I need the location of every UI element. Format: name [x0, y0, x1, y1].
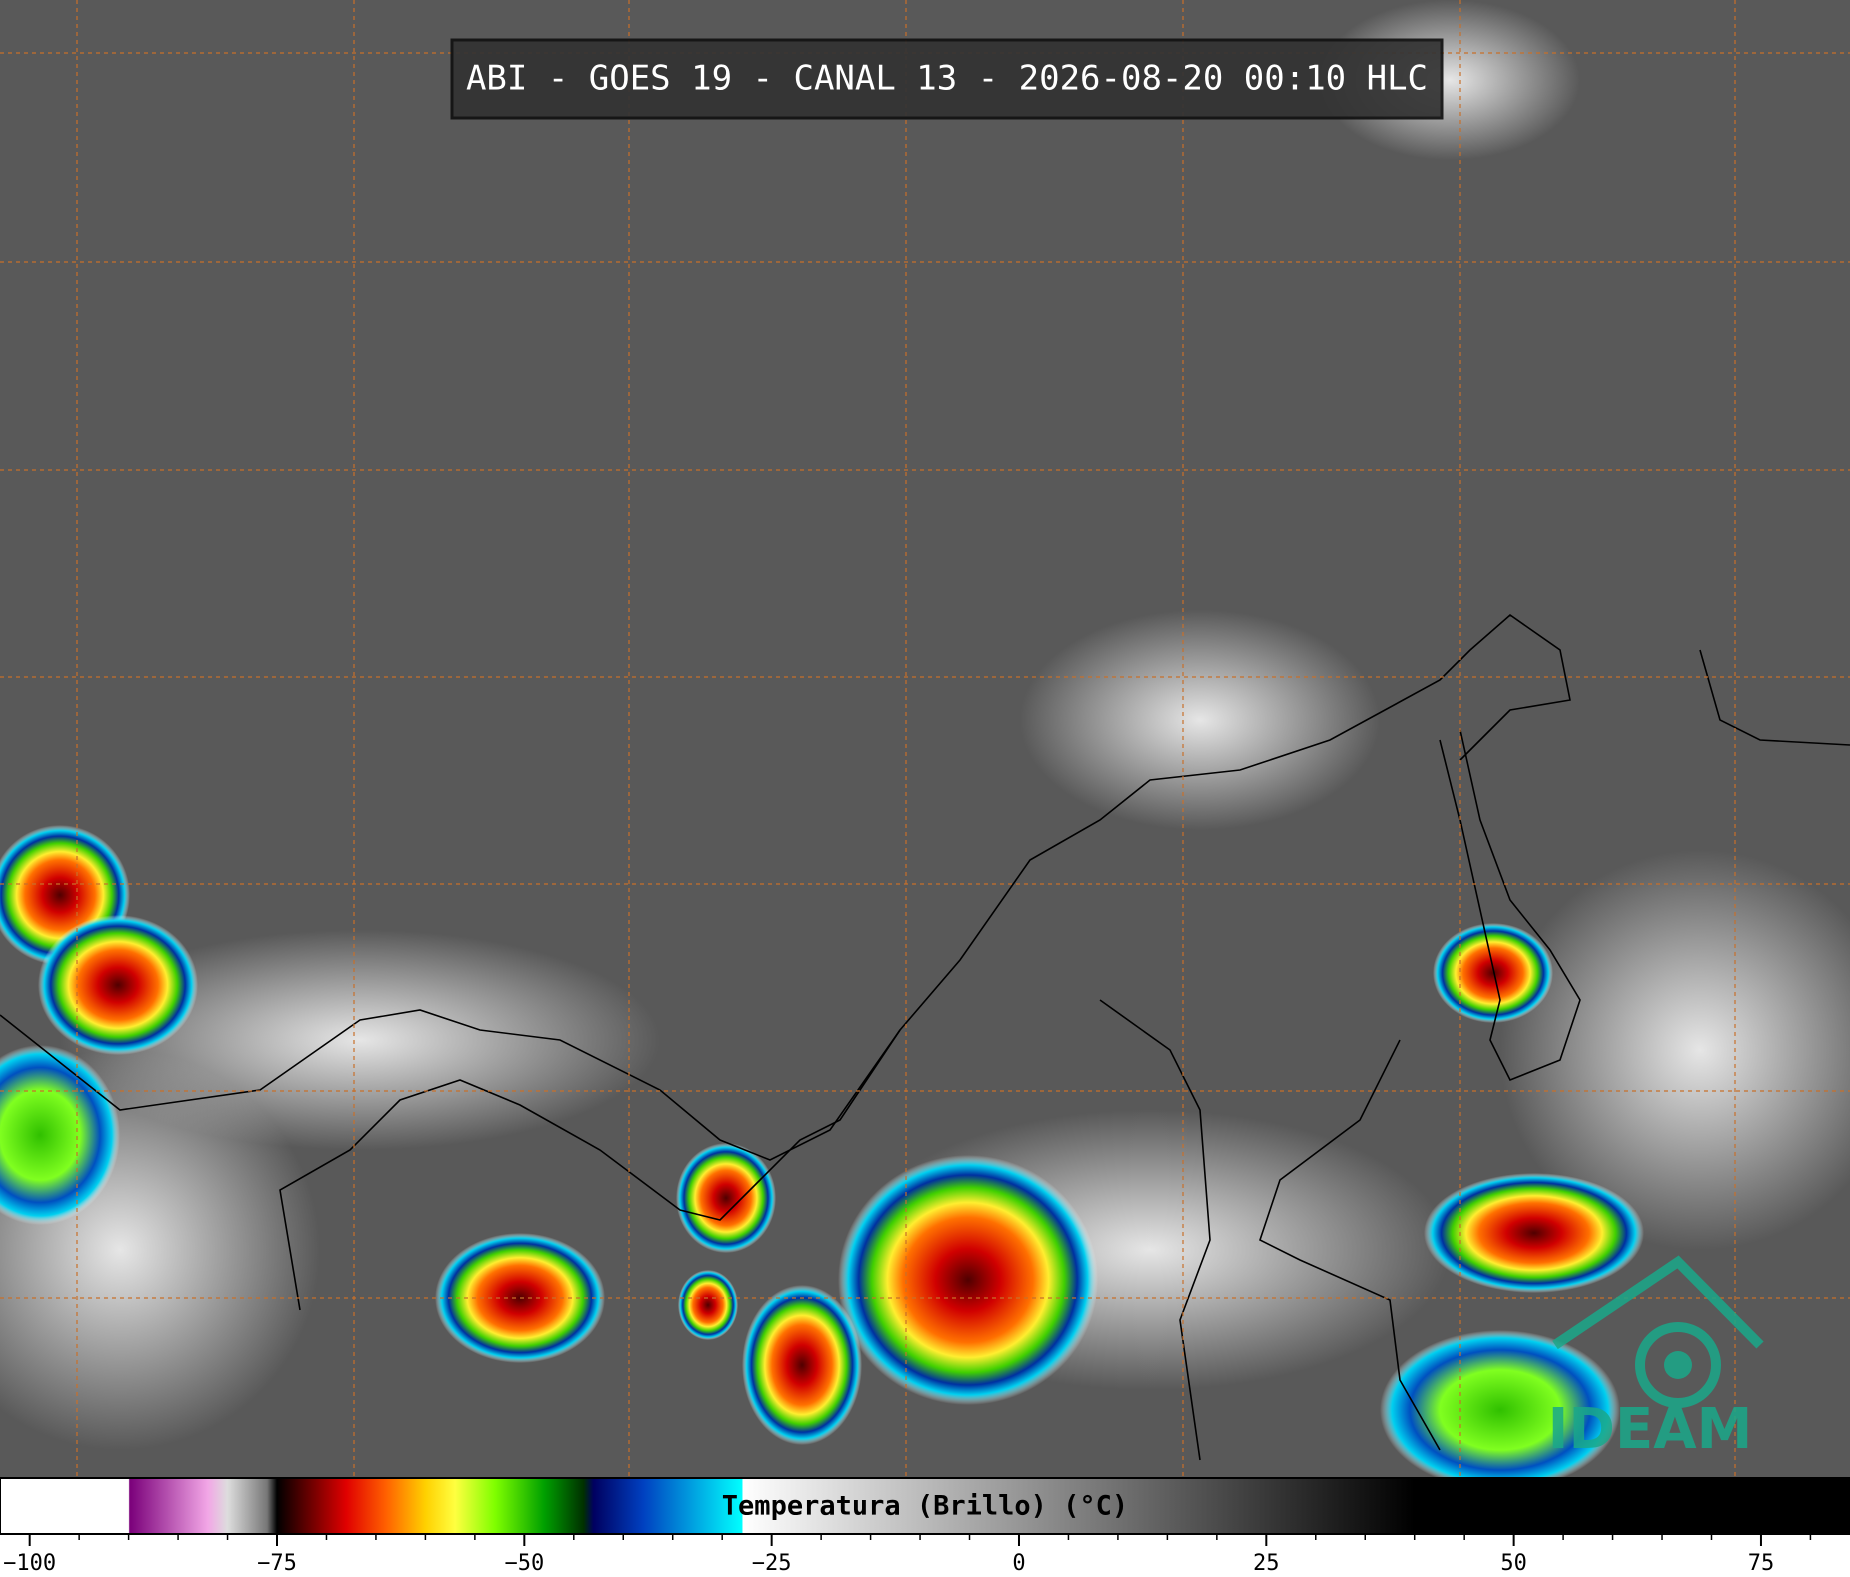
colorbar-bar [0, 1477, 1850, 1535]
logo: IDEAM [1548, 1255, 1764, 1462]
title-box [450, 38, 1444, 120]
storms [0, 825, 1644, 1490]
graticule [0, 0, 1850, 1477]
title: ABI - GOES 19 - CANAL 13 - 2026-08-20 00… [466, 59, 1428, 99]
x-tick-label: 75 [1748, 1551, 1775, 1576]
x-tick-label: −100 [3, 1551, 56, 1576]
colorbar-label: Temperatura (Brillo) (°C) [722, 1491, 1128, 1522]
x-tick-label: 0 [1012, 1551, 1025, 1576]
x-tick-label: 50 [1500, 1551, 1527, 1576]
logo-text: IDEAM [1548, 1397, 1753, 1462]
coastlines [0, 613, 1850, 1461]
x-tick-label: −25 [752, 1551, 792, 1576]
colorbar: Temperatura (Brillo) (°C) −100 −75 −50 −25 0 2… [0, 1477, 1850, 1576]
x-tick-label: −75 [257, 1551, 297, 1576]
x-tick-label: 25 [1253, 1551, 1280, 1576]
x-tick-label: −50 [504, 1551, 544, 1576]
